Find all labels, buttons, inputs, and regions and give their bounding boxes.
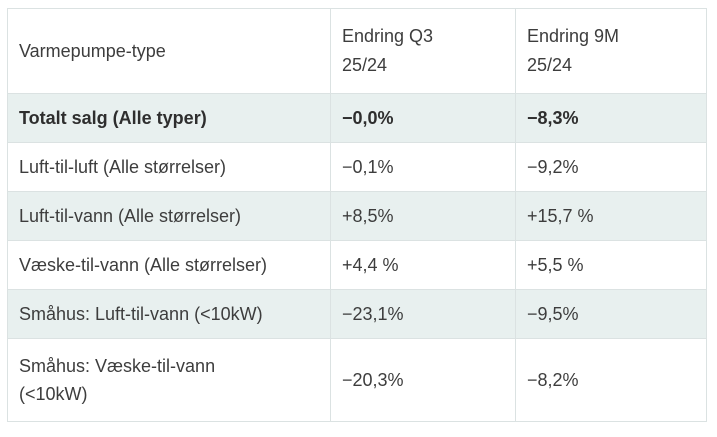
column-header-endring-9m: Endring 9M 25/24 — [515, 8, 707, 94]
table-row: Luft-til-luft (Alle størrelser) −0,1% −9… — [7, 142, 707, 192]
column-header-varmepumpe-type: Varmepumpe-type — [7, 8, 331, 94]
cell-endring-9m: +5,5 % — [515, 240, 707, 290]
cell-endring-9m: −8,2% — [515, 338, 707, 422]
header-row: Varmepumpe-type Endring Q3 25/24 Endring… — [7, 8, 707, 94]
table-row: Luft-til-vann (Alle størrelser) +8,5% +1… — [7, 191, 707, 241]
cell-varmepumpe-type: Småhus: Luft-til-vann (<10kW) — [7, 289, 331, 339]
cell-endring-q3: +8,5% — [330, 191, 516, 241]
cell-endring-9m: +15,7 % — [515, 191, 707, 241]
table-row: Småhus: Væske-til-vann (<10kW) −20,3% −8… — [7, 338, 707, 422]
cell-endring-9m: −9,2% — [515, 142, 707, 192]
cell-varmepumpe-type: Småhus: Væske-til-vann (<10kW) — [7, 338, 331, 422]
table-row: Totalt salg (Alle typer) −0,0% −8,3% — [7, 93, 707, 143]
table-row: Væske-til-vann (Alle størrelser) +4,4 % … — [7, 240, 707, 290]
cell-endring-q3: −20,3% — [330, 338, 516, 422]
cell-endring-q3: −0,1% — [330, 142, 516, 192]
cell-varmepumpe-type: Luft-til-vann (Alle størrelser) — [7, 191, 331, 241]
cell-endring-q3: −0,0% — [330, 93, 516, 143]
cell-varmepumpe-type: Totalt salg (Alle typer) — [7, 93, 331, 143]
cell-varmepumpe-type: Luft-til-luft (Alle størrelser) — [7, 142, 331, 192]
cell-endring-q3: −23,1% — [330, 289, 516, 339]
cell-endring-9m: −8,3% — [515, 93, 707, 143]
cell-endring-9m: −9,5% — [515, 289, 707, 339]
table-body: Totalt salg (Alle typer) −0,0% −8,3% Luf… — [7, 93, 707, 422]
cell-endring-q3: +4,4 % — [330, 240, 516, 290]
cell-varmepumpe-type: Væske-til-vann (Alle størrelser) — [7, 240, 331, 290]
column-header-endring-q3: Endring Q3 25/24 — [330, 8, 516, 94]
varmepumpe-table: Varmepumpe-type Endring Q3 25/24 Endring… — [7, 8, 707, 422]
table-row: Småhus: Luft-til-vann (<10kW) −23,1% −9,… — [7, 289, 707, 339]
